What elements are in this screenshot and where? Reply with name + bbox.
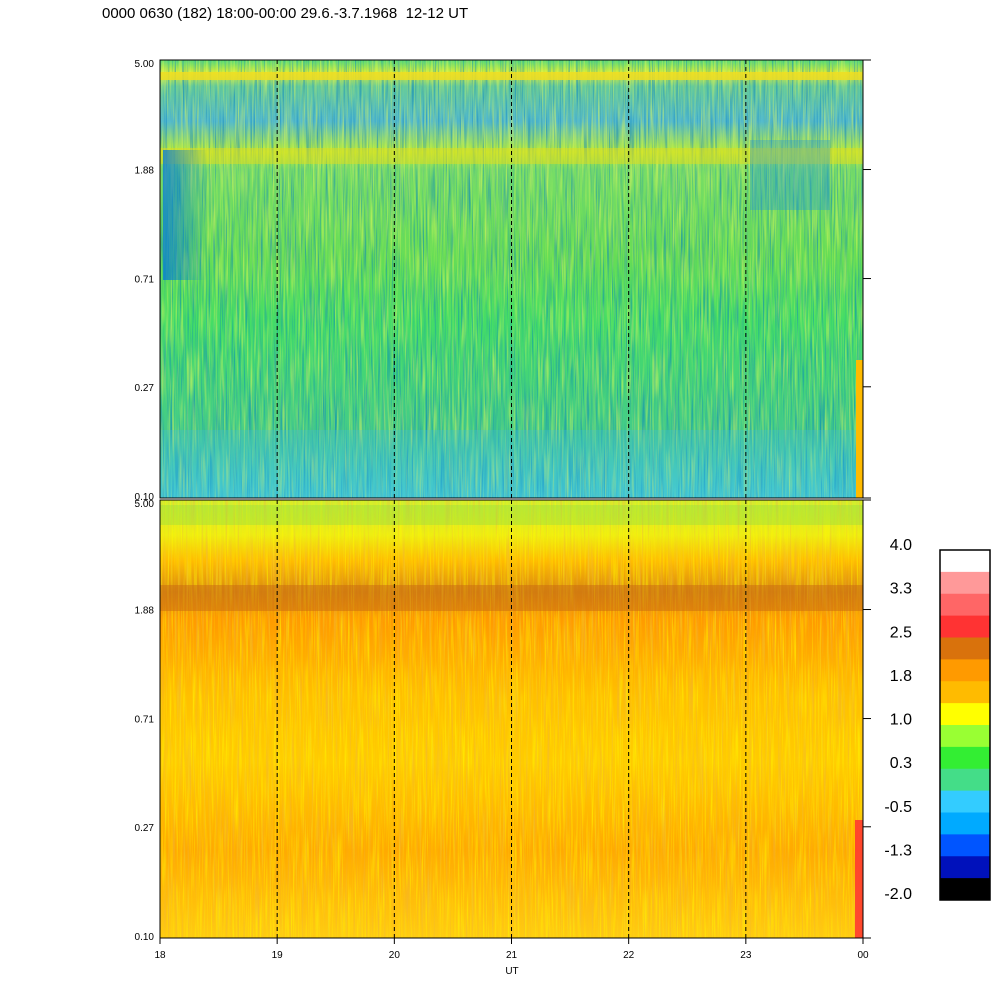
- colorbar: 4.0 3.3 2.5 1.8 1.0 0.3 -0.5 -1.3 -2.0: [884, 537, 991, 903]
- colorbar-swatch: [940, 703, 990, 726]
- colorbar-swatch: [940, 878, 990, 901]
- colorbar-label: -1.3: [884, 842, 912, 859]
- colorbar-label: 0.3: [890, 755, 912, 772]
- colorbar-label: 4.0: [890, 537, 912, 554]
- x-tick-label: 21: [506, 950, 518, 961]
- colorbar-swatch: [940, 593, 990, 617]
- x-tick-label: 20: [389, 950, 401, 961]
- colorbar-swatch: [940, 637, 990, 660]
- colorbar-swatch: [940, 659, 990, 682]
- y-axis-ticks: 5.001.880.710.270.105.001.880.710.270.10: [135, 59, 871, 943]
- colorbar-swatch: [940, 812, 990, 835]
- upper-y-tick-label: 0.10: [135, 492, 155, 503]
- colorbar-label: 3.3: [890, 581, 912, 598]
- x-tick-label: 22: [623, 950, 635, 961]
- chart-title: 0000 0630 (182) 18:00-00:00 29.6.-3.7.19…: [102, 5, 469, 22]
- lower-y-tick-label: 0.10: [135, 932, 155, 943]
- colorbar-swatch: [940, 790, 990, 813]
- colorbar-swatch: [940, 681, 990, 704]
- colorbar-swatch: [940, 725, 990, 748]
- colorbar-swatch: [940, 571, 990, 595]
- colorbar-swatch: [940, 768, 990, 792]
- x-tick-label: 19: [272, 950, 284, 961]
- colorbar-swatch: [940, 550, 990, 573]
- x-axis-ticks: 18 19 20 21 22 23 00: [154, 938, 869, 961]
- colorbar-swatch: [940, 834, 990, 857]
- colorbar-label: 1.8: [890, 668, 912, 685]
- colorbar-label: 1.0: [890, 712, 912, 729]
- upper-y-tick-label: 0.71: [135, 275, 155, 286]
- colorbar-swatch: [940, 746, 990, 770]
- lower-y-tick-label: 5.00: [135, 499, 155, 510]
- colorbar-label: -0.5: [884, 799, 912, 816]
- x-tick-label: 23: [740, 950, 752, 961]
- vertical-gridlines: [276, 60, 747, 938]
- colorbar-swatch: [940, 856, 990, 879]
- colorbar-frame: [939, 549, 991, 901]
- upper-y-tick-label: 0.27: [135, 383, 155, 394]
- x-tick-label: 00: [857, 950, 869, 961]
- x-axis-label: UT: [505, 966, 518, 977]
- x-tick-label: 18: [154, 950, 166, 961]
- colorbar-swatch: [940, 615, 990, 638]
- upper-y-tick-label: 1.88: [135, 166, 155, 177]
- colorbar-label: -2.0: [884, 886, 912, 903]
- lower-y-tick-label: 0.71: [135, 715, 155, 726]
- colorbar-label: 2.5: [890, 624, 912, 641]
- upper-y-tick-label: 5.00: [135, 59, 155, 70]
- lower-y-tick-label: 1.88: [135, 606, 155, 617]
- lower-y-tick-label: 0.27: [135, 823, 155, 834]
